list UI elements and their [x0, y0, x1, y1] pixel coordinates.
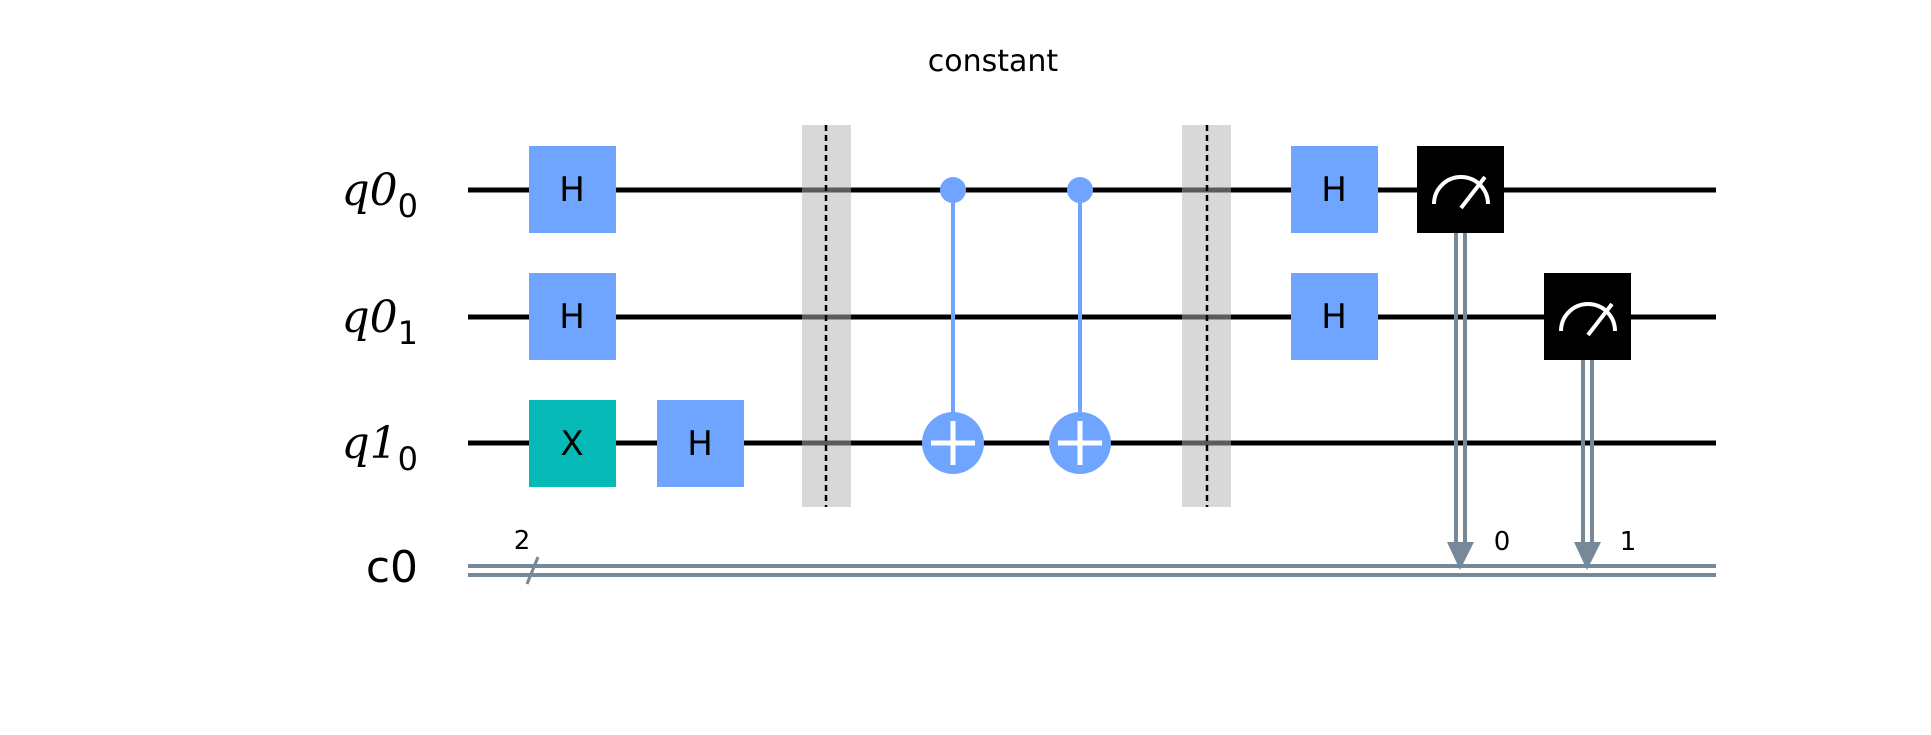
cnot-gate-2: [1049, 177, 1111, 474]
x-gate-q1-0: X: [529, 400, 616, 487]
cnot-gate-1: [922, 177, 984, 474]
cnot-control-dot: [940, 177, 966, 203]
wire-c0: [468, 564, 1716, 577]
measure-gate-q0-0: [1417, 146, 1504, 570]
wire-label-q0-0: q00: [341, 165, 418, 225]
measure-bit-1: 1: [1620, 527, 1637, 557]
svg-text:H: H: [1321, 297, 1347, 337]
svg-text:H: H: [559, 297, 585, 337]
wire-label-q1-0: q10: [341, 418, 418, 478]
svg-text:H: H: [1321, 170, 1347, 210]
measure-bit-0: 0: [1494, 527, 1511, 557]
cnot-control-dot: [1067, 177, 1093, 203]
svg-text:X: X: [560, 424, 583, 464]
measure-arrow-icon: [1574, 542, 1601, 570]
wire-label-c0: c0: [366, 542, 418, 593]
meter-icon: [1432, 175, 1490, 210]
svg-text:H: H: [687, 424, 713, 464]
h-gate-q0-1-final: H: [1291, 273, 1378, 360]
classical-bus-width: 2: [514, 526, 531, 556]
measure-gate-q0-1: [1544, 273, 1631, 570]
meter-icon: [1559, 302, 1617, 337]
h-gate-q0-0: H: [529, 146, 616, 233]
h-gate-q1-0: H: [657, 400, 744, 487]
h-gate-q0-0-final: H: [1291, 146, 1378, 233]
circuit-title: constant: [928, 44, 1059, 79]
wire-label-q0-1: q01: [341, 292, 418, 352]
classical-bus-slash: [525, 556, 540, 585]
measure-arrow-icon: [1447, 542, 1474, 570]
svg-text:H: H: [559, 170, 585, 210]
h-gate-q0-1: H: [529, 273, 616, 360]
